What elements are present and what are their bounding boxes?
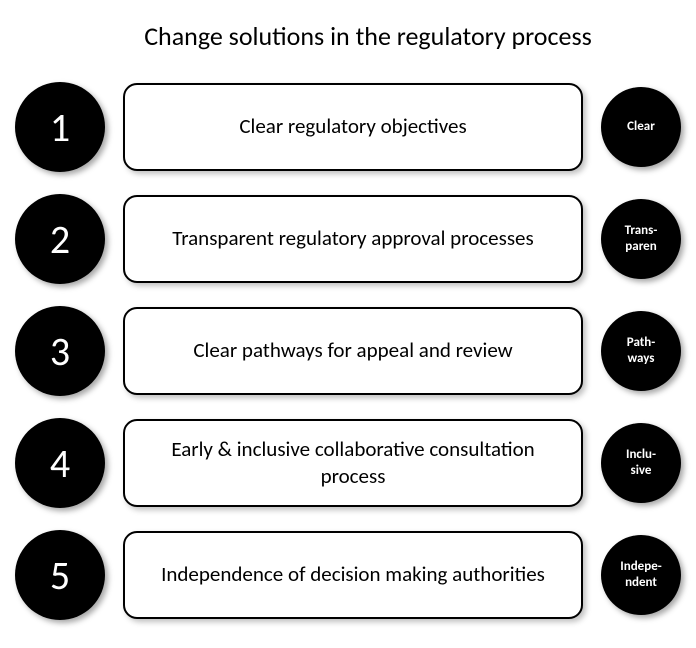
list-item: 2 Transparent regulatory approval proces… <box>15 194 681 284</box>
tag-circle: Path- ways <box>601 311 681 391</box>
description-box: Early & inclusive collaborative consulta… <box>123 419 583 507</box>
description-box: Transparent regulatory approval processe… <box>123 195 583 283</box>
description-box: Clear pathways for appeal and review <box>123 307 583 395</box>
number-circle: 4 <box>15 418 105 508</box>
list-item: 1 Clear regulatory objectives Clear <box>15 82 681 172</box>
number-circle: 3 <box>15 306 105 396</box>
page-title: Change solutions in the regulatory proce… <box>55 20 681 52</box>
description-box: Clear regulatory objectives <box>123 83 583 171</box>
list-item: 5 Independence of decision making author… <box>15 530 681 620</box>
tag-circle: Trans- paren <box>601 199 681 279</box>
tag-circle: Clear <box>601 87 681 167</box>
tag-circle: Indepe- ndent <box>601 535 681 615</box>
list-item: 3 Clear pathways for appeal and review P… <box>15 306 681 396</box>
number-circle: 5 <box>15 530 105 620</box>
list-item: 4 Early & inclusive collaborative consul… <box>15 418 681 508</box>
number-circle: 2 <box>15 194 105 284</box>
rows-container: 1 Clear regulatory objectives Clear 2 Tr… <box>15 82 681 620</box>
description-box: Independence of decision making authorit… <box>123 531 583 619</box>
tag-circle: Inclu- sive <box>601 423 681 503</box>
number-circle: 1 <box>15 82 105 172</box>
